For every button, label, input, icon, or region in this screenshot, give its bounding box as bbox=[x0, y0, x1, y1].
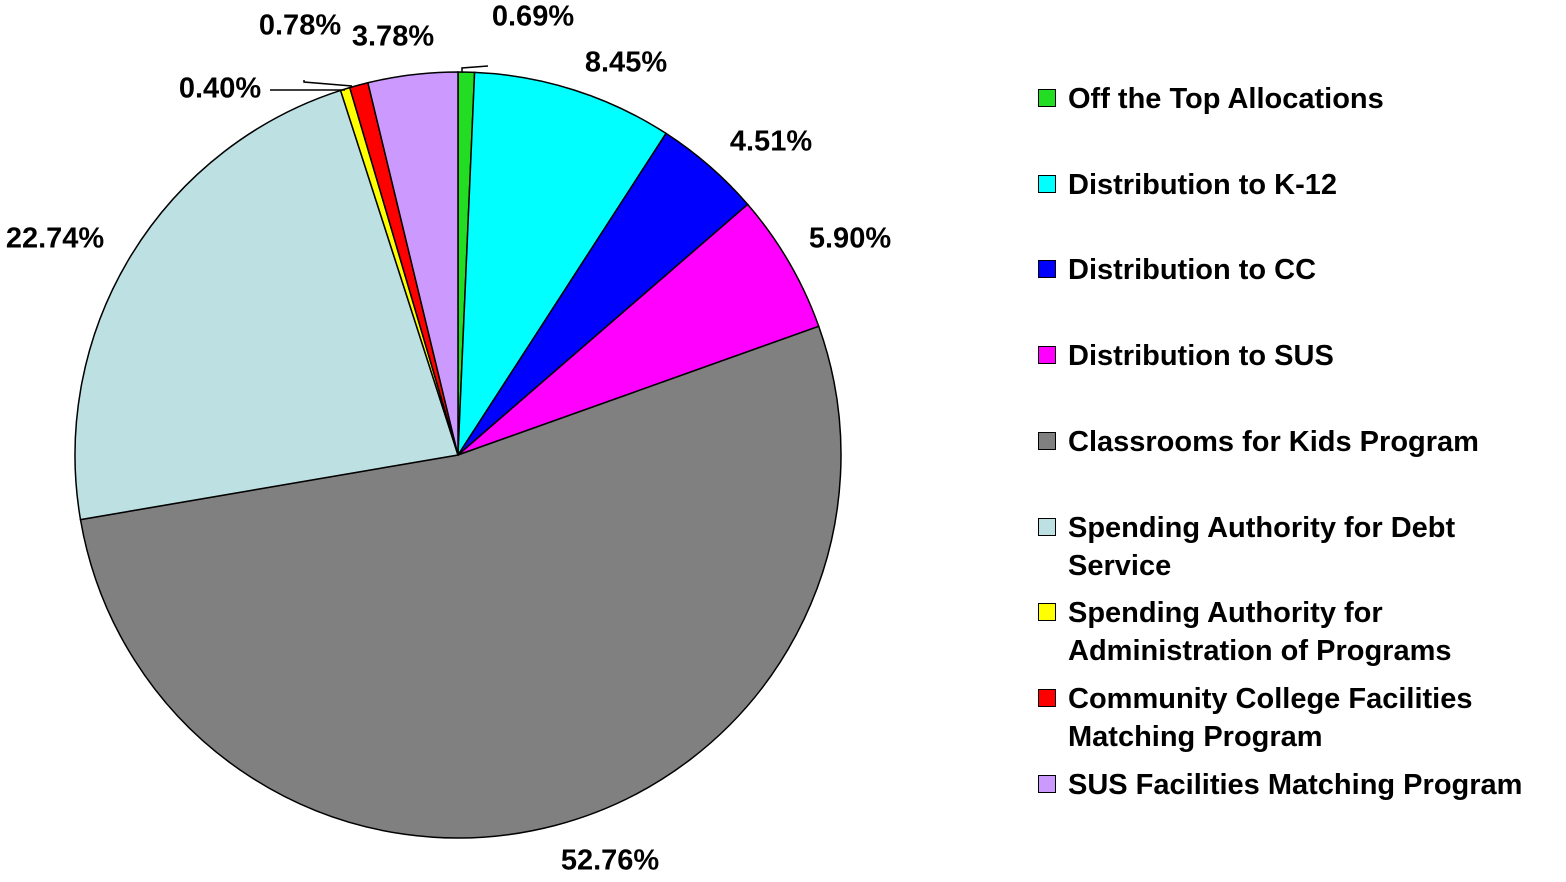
data-label: 3.78% bbox=[352, 21, 434, 53]
legend-swatch bbox=[1038, 89, 1056, 107]
legend-swatch bbox=[1038, 174, 1056, 193]
data-label: 22.74% bbox=[6, 223, 105, 255]
legend-label: Distribution to K-12 bbox=[1068, 168, 1338, 201]
legend-item: Distribution to SUS bbox=[1038, 337, 1564, 375]
legend-item: Distribution to CC bbox=[1038, 251, 1564, 289]
legend-label: Off the Top Allocations bbox=[1068, 83, 1384, 115]
legend-item: SUS Facilities Matching Program bbox=[1038, 766, 1564, 804]
legend-item: Spending Authority for Administration of… bbox=[1038, 594, 1564, 670]
legend-swatch bbox=[1038, 260, 1056, 279]
legend-swatch bbox=[1038, 431, 1056, 450]
data-label: 0.78% bbox=[259, 10, 341, 42]
legend-label: SUS Facilities Matching Program bbox=[1068, 768, 1523, 801]
legend-label: Spending Authority for Administration of… bbox=[1068, 597, 1452, 668]
leader-line bbox=[461, 65, 489, 72]
data-label: 0.40% bbox=[179, 73, 261, 105]
legend-label: Spending Authority for Debt Service bbox=[1068, 511, 1456, 582]
legend-item: Spending Authority for Debt Service bbox=[1038, 509, 1564, 585]
legend-item: Community College Facilities Matching Pr… bbox=[1038, 680, 1564, 756]
data-label: 8.45% bbox=[585, 47, 667, 79]
legend-label: Community College Facilities Matching Pr… bbox=[1068, 682, 1473, 753]
legend-label: Distribution to CC bbox=[1068, 254, 1317, 287]
legend-label: Classrooms for Kids Program bbox=[1068, 425, 1479, 458]
data-label: 4.51% bbox=[730, 126, 812, 158]
legend-swatch bbox=[1038, 517, 1056, 536]
data-label: 0.69% bbox=[492, 1, 574, 33]
legend-swatch bbox=[1038, 774, 1056, 793]
legend-item: Classrooms for Kids Program bbox=[1038, 423, 1564, 461]
legend-swatch bbox=[1038, 346, 1056, 365]
pie-slice bbox=[457, 71, 668, 458]
pie-slice bbox=[366, 71, 459, 456]
legend-swatch bbox=[1038, 688, 1056, 707]
leader-line bbox=[303, 80, 353, 87]
legend-swatch bbox=[1038, 603, 1056, 622]
data-label: 5.90% bbox=[809, 223, 891, 255]
legend-item: Off the Top Allocations bbox=[1038, 80, 1564, 118]
data-label: 52.76% bbox=[561, 845, 660, 877]
pie-slice bbox=[457, 203, 820, 456]
chart: 0.69% 8.45% 4.51% 5.90% 52.76% 22.74% 0.40% 0.7… bbox=[6, 1, 892, 877]
legend-item: Distribution to K-12 bbox=[1038, 166, 1564, 204]
pie-slice bbox=[79, 325, 842, 839]
pie-slice bbox=[74, 89, 459, 521]
legend-label: Distribution to SUS bbox=[1068, 340, 1334, 373]
